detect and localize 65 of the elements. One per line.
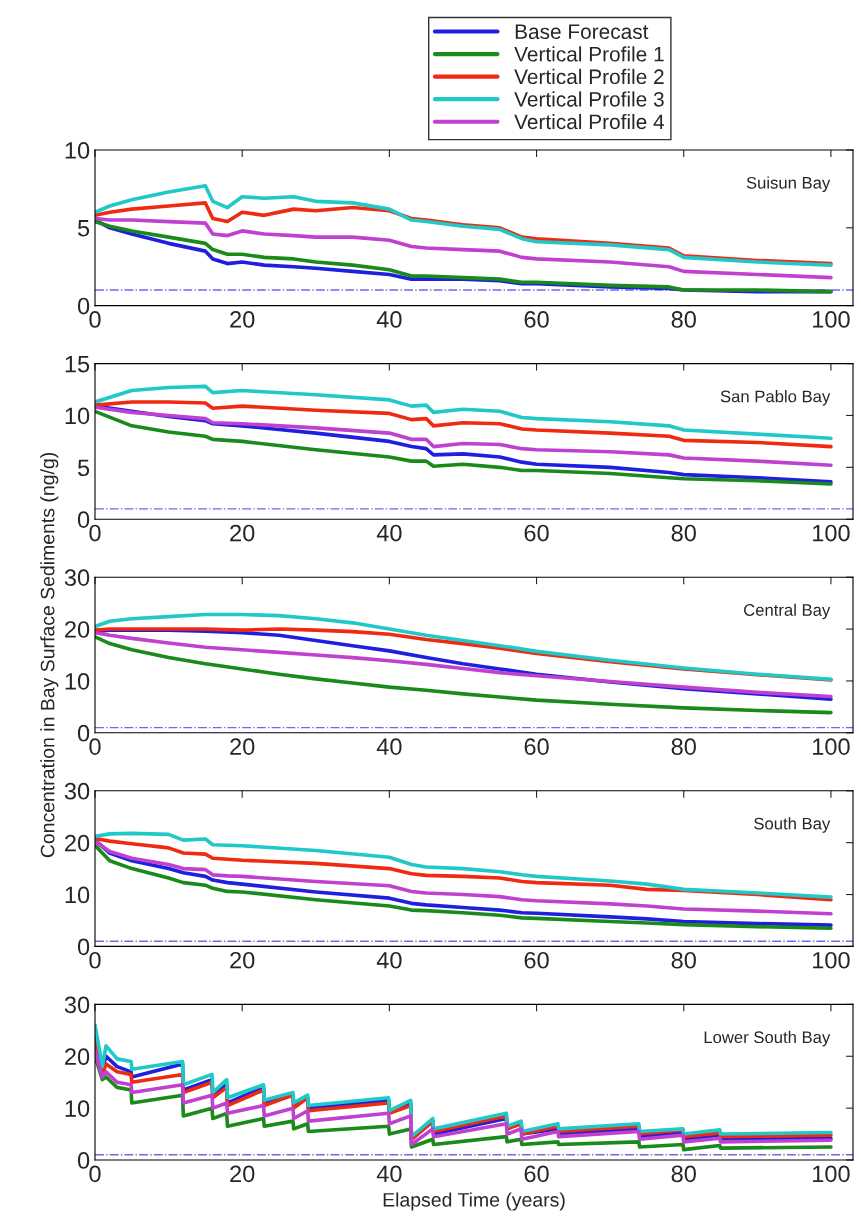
x-tick-label: 20 — [230, 524, 255, 542]
x-tick-label: 0 — [89, 951, 101, 969]
x-tick-label: 100 — [813, 738, 850, 755]
annotation: San Pablo Bay — [720, 390, 831, 406]
legend-label: Vertical Profile 4 — [514, 113, 665, 130]
y-tick-label: 20 — [65, 834, 90, 852]
y-tick-label: 30 — [64, 782, 90, 800]
legend-label: Vertical Profile 3 — [514, 91, 664, 107]
y-tick-label: 20 — [65, 621, 90, 638]
x-tick-label: 80 — [671, 951, 696, 969]
legend-label: Vertical Profile 2 — [514, 68, 664, 85]
annotation: South Bay — [754, 817, 831, 833]
y-tick-label: 10 — [65, 1100, 90, 1117]
x-tick-label: 40 — [376, 1165, 402, 1183]
x-tick-label: 0 — [89, 1165, 101, 1183]
y-tick-label: 15 — [65, 355, 90, 373]
line-series — [95, 384, 833, 441]
y-tick-label: 20 — [65, 1048, 90, 1066]
x-tick-label: 40 — [376, 738, 402, 755]
x-tick-label: 20 — [230, 1165, 255, 1183]
y-tick-label: 5 — [77, 459, 90, 477]
y-tick-label: 0 — [77, 938, 90, 956]
y-tick-label: 10 — [65, 142, 90, 159]
y-tick-label: 10 — [65, 673, 90, 690]
x-tick-label: 100 — [813, 951, 850, 969]
y-tick-label: 0 — [77, 511, 90, 528]
y-tick-label: 10 — [65, 407, 90, 425]
x-tick-label: 60 — [524, 738, 549, 755]
x-tick-label: 100 — [813, 1165, 850, 1183]
x-tick-label: 0 — [89, 738, 101, 755]
y-tick-label: 0 — [77, 297, 90, 315]
x-tick-label: 0 — [89, 524, 101, 542]
x-tick-label: 60 — [524, 1165, 549, 1183]
annotation: Suisun Bay — [746, 176, 831, 192]
x-tick-label: 40 — [376, 524, 402, 542]
legend-label: Base Forecast — [515, 24, 649, 40]
y-tick-label: 30 — [64, 996, 90, 1014]
y-tick-label: 5 — [77, 220, 90, 237]
x-tick-label: 60 — [524, 524, 549, 542]
x-tick-label: 60 — [524, 951, 549, 969]
x-tick-label: 20 — [230, 951, 255, 969]
x-tick-label: 20 — [230, 311, 255, 328]
line-series — [95, 405, 833, 468]
legend-label: Vertical Profile 1 — [514, 46, 664, 62]
y-tick-label: 30 — [64, 569, 90, 586]
x-tick-label: 20 — [230, 738, 255, 755]
x-axis-title: Elapsed Time (years) — [383, 1192, 565, 1211]
y-axis-title: Concentration in Bay Surface Sediments (ng/g) — [40, 453, 59, 858]
y-tick-label: 0 — [77, 724, 90, 742]
annotation: Lower South Bay — [704, 1030, 831, 1047]
y-tick-label: 10 — [65, 886, 90, 904]
x-tick-label: 80 — [671, 738, 696, 755]
x-tick-label: 80 — [671, 524, 696, 542]
line-series — [95, 216, 833, 280]
x-tick-label: 80 — [671, 311, 696, 328]
x-tick-label: 100 — [813, 311, 850, 328]
x-tick-label: 40 — [376, 951, 402, 969]
y-tick-label: 0 — [77, 1152, 90, 1169]
x-tick-label: 100 — [813, 524, 850, 542]
x-tick-label: 80 — [671, 1165, 696, 1183]
x-tick-label: 40 — [376, 311, 402, 328]
x-tick-label: 60 — [524, 311, 549, 328]
annotation: Central Bay — [744, 603, 831, 620]
line-series — [95, 635, 833, 715]
x-tick-label: 0 — [89, 311, 101, 328]
